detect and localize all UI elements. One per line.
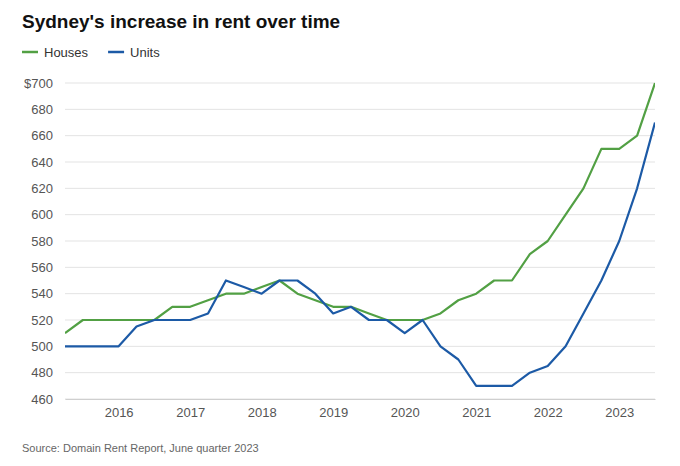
- plot-area: [65, 83, 655, 386]
- y-tick-label: 600: [31, 207, 53, 222]
- y-tick-label: 500: [31, 339, 53, 354]
- legend-label: Houses: [44, 45, 89, 60]
- legend: Houses Units: [22, 45, 160, 60]
- grid-line: [65, 162, 655, 163]
- y-tick: 620: [31, 181, 65, 196]
- y-tick: 600: [31, 207, 65, 222]
- chart: Sydney's increase in rent over time 460 48…: [0, 0, 680, 466]
- x-tick: 2021: [462, 399, 491, 420]
- y-axis: 460 480 500 520 540 560 580 600 620 640 660 680 $700: [24, 76, 65, 407]
- y-tick: 520: [31, 313, 65, 328]
- y-tick: 460: [31, 392, 65, 407]
- y-tick: 540: [31, 286, 65, 301]
- x-tick: 2022: [534, 399, 563, 420]
- grid-line: [65, 83, 655, 84]
- x-tick: 2023: [605, 399, 634, 420]
- grid: [65, 83, 655, 399]
- legend-swatch: [22, 51, 38, 54]
- y-axis-line: [65, 84, 66, 400]
- x-tick: 2020: [391, 399, 420, 420]
- y-tick-label: 640: [31, 155, 53, 170]
- x-tick: 2017: [176, 399, 205, 420]
- x-tick-label: 2019: [319, 405, 348, 420]
- x-tick: 2016: [105, 399, 134, 420]
- y-tick-label: 580: [31, 234, 53, 249]
- x-tick-label: 2022: [534, 405, 563, 420]
- legend-label: Units: [130, 45, 160, 60]
- y-tick-label: 540: [31, 286, 53, 301]
- line: [65, 83, 655, 333]
- x-tick: 2018: [248, 399, 277, 420]
- legend-item: Units: [108, 45, 160, 60]
- legend-swatch: [108, 51, 124, 54]
- source: Source: Domain Rent Report, June quarter…: [22, 442, 259, 454]
- y-tick-label: 680: [31, 102, 53, 117]
- grid-line: [65, 188, 655, 189]
- grid-line: [65, 399, 655, 400]
- x-axis: 2016 2017 2018 2019 2020 2021 2022 2023: [66, 399, 656, 420]
- x-tick-label: 2017: [176, 405, 205, 420]
- y-tick: 480: [31, 365, 65, 380]
- x-tick-label: 2021: [462, 405, 491, 420]
- legend-item: Houses: [22, 45, 89, 60]
- y-tick: 580: [31, 234, 65, 249]
- x-tick-label: 2016: [105, 405, 134, 420]
- grid-line: [65, 241, 655, 242]
- y-tick-label: 560: [31, 260, 53, 275]
- grid-line: [65, 109, 655, 110]
- y-tick-label: 480: [31, 365, 53, 380]
- y-tick: $700: [24, 76, 65, 91]
- x-tick-label: 2020: [391, 405, 420, 420]
- x-axis-line: [66, 399, 656, 400]
- grid-line: [65, 293, 655, 294]
- x-tick-label: 2018: [248, 405, 277, 420]
- y-tick-label: 620: [31, 181, 53, 196]
- y-tick: 500: [31, 339, 65, 354]
- y-tick-label: 520: [31, 313, 53, 328]
- grid-line: [65, 372, 655, 373]
- grid-line: [65, 267, 655, 268]
- y-tick: 640: [31, 155, 65, 170]
- y-tick-label: $700: [24, 76, 53, 91]
- y-tick-label: 460: [31, 392, 53, 407]
- y-tick-label: 660: [31, 128, 53, 143]
- grid-line: [65, 135, 655, 136]
- y-tick: 660: [31, 128, 65, 143]
- x-tick: 2019: [319, 399, 348, 420]
- x-tick-label: 2023: [605, 405, 634, 420]
- y-tick: 560: [31, 260, 65, 275]
- line: [65, 123, 655, 386]
- y-tick: 680: [31, 102, 65, 117]
- title: Sydney's increase in rent over time: [22, 11, 340, 32]
